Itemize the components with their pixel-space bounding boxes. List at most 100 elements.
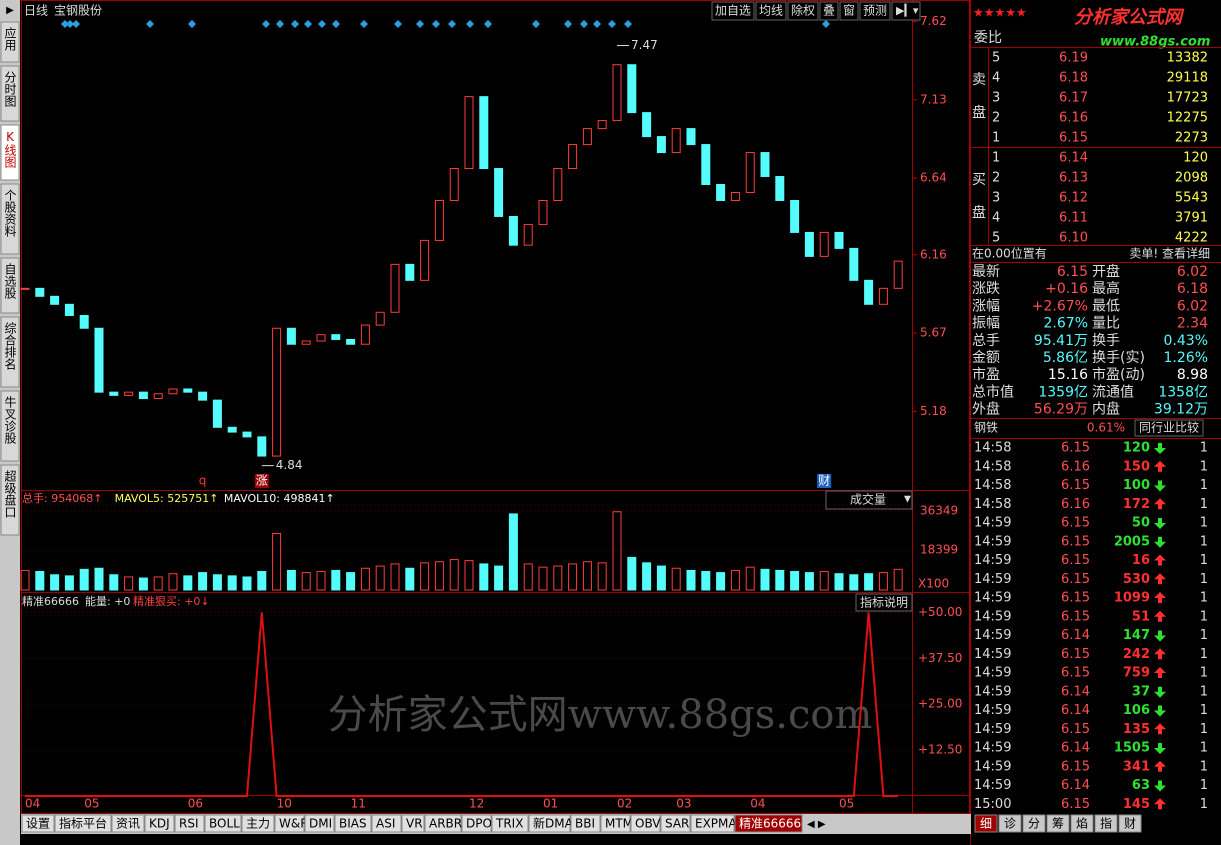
bottom-tab[interactable] [204,814,242,833]
bottom-tab-label[interactable]: BBI [575,817,595,831]
bottom-tab[interactable] [144,814,175,833]
bottom-tab[interactable] [174,814,205,833]
bottom-tab-label[interactable]: DPO [466,817,492,831]
bottom-tab-label[interactable]: W&R [279,817,309,831]
quote-tab[interactable] [1046,814,1070,833]
side-tab[interactable] [0,124,20,181]
quote-tab-label[interactable]: 筹 [1052,817,1064,831]
notice-link[interactable]: 卖单! 查看详细 [1129,246,1210,261]
quote-tab-label[interactable]: 财 [1124,817,1136,831]
quote-tab[interactable] [974,814,998,833]
bottom-tab-label[interactable]: DMI [309,817,332,831]
side-tab[interactable] [0,183,20,255]
side-tab-label[interactable]: 综合排名 [3,322,17,370]
side-tab-label[interactable]: 个股资料 [3,189,17,237]
bottom-tab-label[interactable]: KDJ [149,817,170,831]
bottom-tab-label[interactable]: 指标平台 [59,816,107,831]
side-tab-label[interactable]: 自选股 [3,263,17,300]
side-tab[interactable] [0,65,20,122]
header-button-label[interactable]: 除权 [791,3,815,18]
industry-button[interactable] [1134,419,1204,437]
header-button[interactable] [711,1,755,21]
header-button-label[interactable]: 窗 [843,4,855,18]
bottom-tab[interactable] [570,814,601,833]
side-tab[interactable] [0,316,20,388]
header-button-label[interactable]: 预测 [863,4,887,18]
quote-tab-label[interactable]: 细 [980,817,992,831]
side-tab[interactable] [0,390,20,462]
side-tab-label[interactable]: 应用 [3,26,17,52]
header-button[interactable] [787,1,819,21]
bottom-tab-label[interactable]: ARBR [429,817,462,831]
bottom-tab-label[interactable]: 主力 [246,817,270,831]
bottom-tab[interactable] [401,814,425,833]
bottom-tab[interactable] [371,814,402,833]
bottom-tab[interactable] [21,814,55,833]
side-tab-label[interactable]: 分时图 [3,71,17,107]
quote-tab[interactable] [998,814,1022,833]
header-button[interactable] [891,1,921,21]
quote-tab-label[interactable]: 诊 [1004,817,1016,831]
volume-selector[interactable] [825,490,913,510]
event-label[interactable]: q [199,474,207,488]
event-label[interactable]: 财 [818,474,830,488]
event-label[interactable]: 涨 [256,473,268,488]
tab-scroll[interactable]: ◀ ▶ [807,819,826,830]
side-tab-label[interactable]: 超级盘口 [3,469,17,518]
bottom-tab-label[interactable]: 资讯 [116,817,140,831]
quote-tab[interactable] [1022,814,1046,833]
bottom-tab[interactable] [491,814,529,833]
side-tab[interactable] [0,257,20,314]
side-arrow[interactable]: ▶ [6,5,14,16]
bottom-tab-label[interactable]: 精准66666 [739,817,801,831]
quote-tab-label[interactable]: 焰 [1076,816,1088,831]
volume-selector-arrow[interactable]: ▼ [904,495,911,505]
bottom-tab-label[interactable]: VR [406,817,423,831]
indicator-button[interactable] [855,593,913,612]
bottom-tab-label[interactable]: SAR [665,817,689,831]
bottom-tab-label[interactable]: RSI [179,817,199,831]
bottom-tab[interactable] [660,814,691,833]
bottom-tab-label[interactable]: ASI [376,817,395,831]
header-button[interactable] [819,1,839,21]
bottom-tab[interactable] [600,814,631,833]
bottom-tab-label[interactable]: 新DMA [533,816,574,831]
side-tab[interactable] [0,21,20,63]
side-tab[interactable] [0,464,20,536]
bottom-tab[interactable] [304,814,335,833]
bottom-tab[interactable] [690,814,735,833]
bottom-tab[interactable] [54,814,112,833]
bottom-tab-label[interactable]: BOLL [209,817,240,831]
quote-tab-label[interactable]: 指 [1100,816,1112,831]
bottom-tab[interactable] [528,814,571,833]
quote-tab[interactable] [1118,814,1142,833]
bottom-tab[interactable] [630,814,661,833]
header-button[interactable] [839,1,859,21]
bottom-tab-label[interactable]: EXPMA [695,817,737,831]
volume-selector-label[interactable]: 成交量 [850,492,886,507]
industry-button-label[interactable]: 同行业比较 [1139,420,1199,435]
bottom-tab[interactable] [241,814,275,833]
header-button-label[interactable]: 叠 [823,4,835,18]
bottom-tab-label[interactable]: OBV [635,817,661,831]
indicator-button-label[interactable]: 指标说明 [860,595,908,610]
quote-tab[interactable] [1070,814,1094,833]
bottom-tab[interactable] [424,814,462,833]
bottom-tab-label[interactable]: 设置 [26,817,50,831]
header-button-label[interactable]: 加自选 [715,4,751,18]
header-button-label[interactable]: 均线 [759,4,783,18]
side-tab-label[interactable]: K线图 [3,130,17,168]
bottom-tab[interactable] [334,814,372,833]
bottom-tab-label[interactable]: TRIX [495,817,523,831]
header-button[interactable] [859,1,891,21]
period[interactable]: 日线 [24,4,48,18]
header-button[interactable] [755,1,787,21]
bottom-tab[interactable] [461,814,492,833]
bottom-tab-label[interactable]: BIAS [339,817,367,831]
bottom-tab[interactable] [111,814,145,833]
bottom-tab[interactable] [274,814,305,833]
bottom-tab-label[interactable]: MTM [605,817,633,831]
bottom-tab[interactable] [734,814,803,833]
side-tab-label[interactable]: 牛叉诊股 [3,395,17,445]
quote-tab[interactable] [1094,814,1118,833]
